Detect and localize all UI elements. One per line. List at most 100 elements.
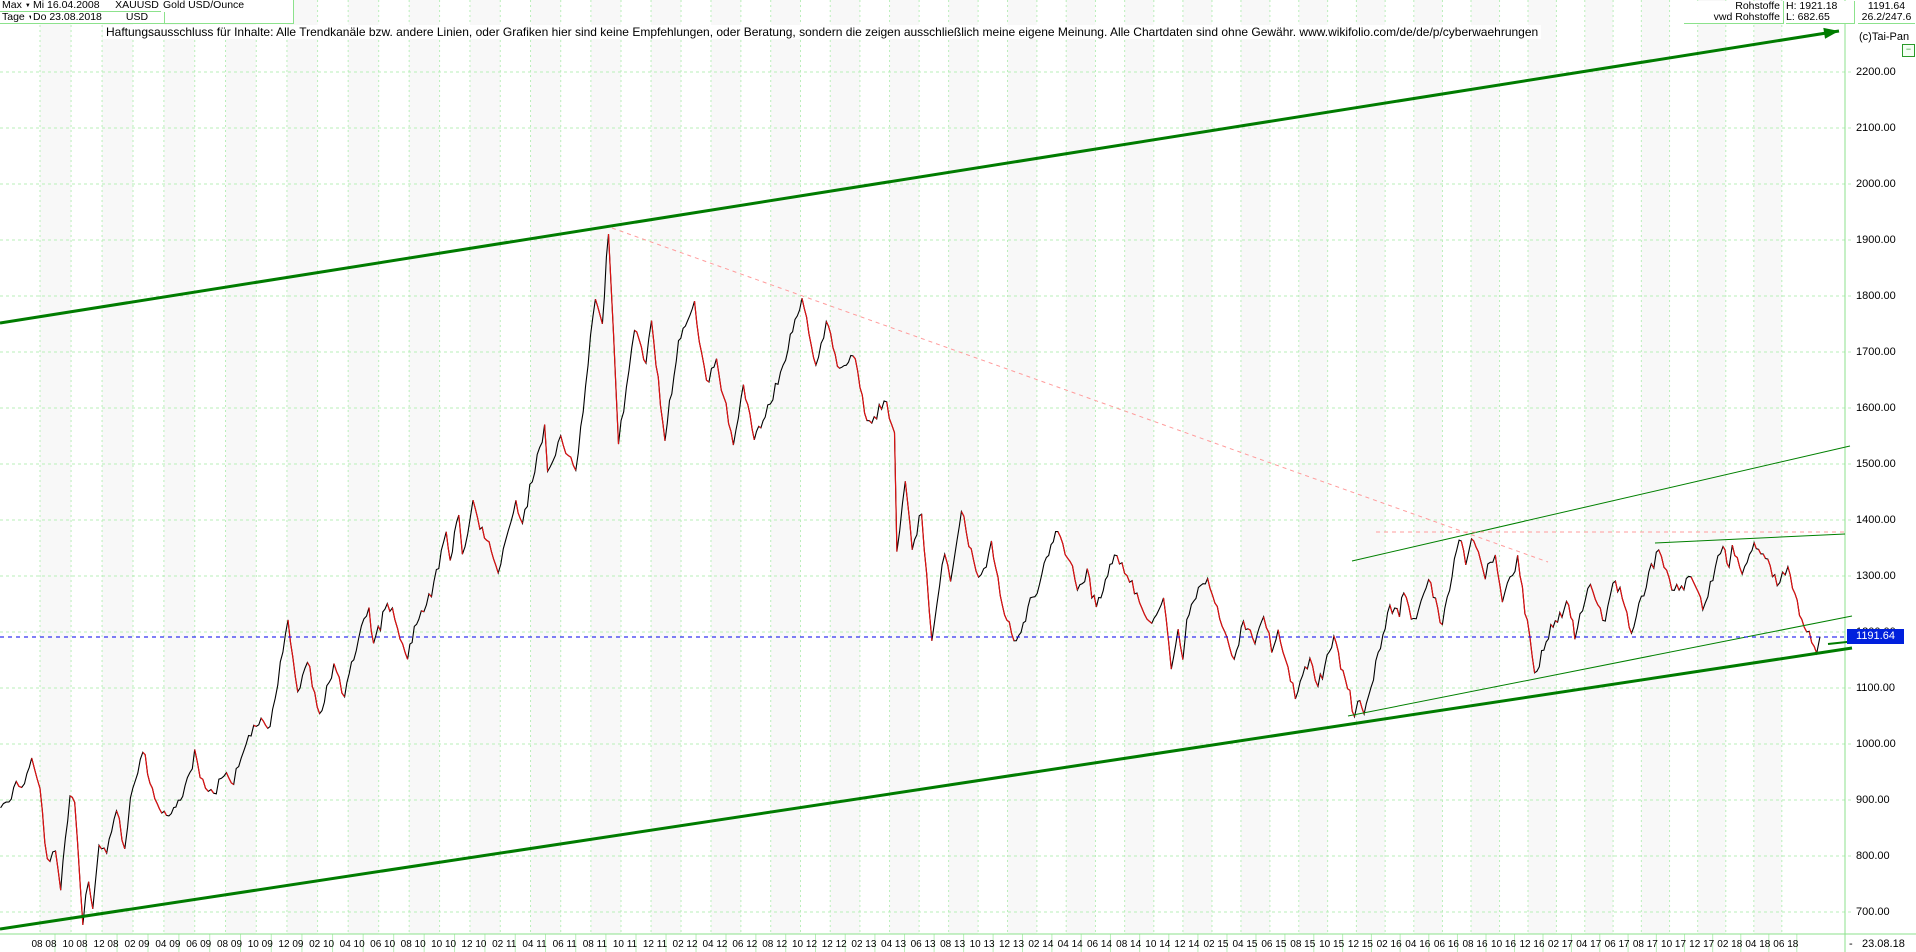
arrowhead-icon [1823, 27, 1839, 39]
x-axis-label: 10 16 [1491, 939, 1517, 950]
y-axis-label: 2200.00 [1856, 65, 1896, 78]
x-axis-label: 10 13 [969, 939, 995, 950]
background-band [1528, 0, 1557, 934]
x-axis-label: 02 15 [1203, 939, 1229, 950]
x-axis-label: 12 17 [1689, 939, 1715, 950]
support-trendline-b [1347, 615, 1853, 717]
instrument-title: Gold USD/Ounce [161, 0, 294, 24]
y-axis-label: 1800.00 [1856, 289, 1896, 302]
range-dropdown[interactable]: Max ▼ [0, 0, 35, 12]
x-axis-label: 04 10 [339, 939, 365, 950]
y-axis-label: 1100.00 [1856, 681, 1895, 694]
y-axis-label: 2100.00 [1856, 121, 1896, 134]
background-band [1124, 0, 1154, 934]
background-band [830, 0, 860, 934]
y-axis-label: 700.00 [1856, 905, 1890, 918]
y-axis-label: 1000.00 [1856, 737, 1896, 750]
x-axis-label: 10 10 [431, 939, 457, 950]
x-axis-label: 08 15 [1290, 939, 1316, 950]
x-axis-label: 02 17 [1547, 939, 1573, 950]
background-band [1066, 0, 1096, 934]
footer-dash: - [1849, 938, 1853, 950]
background-band [102, 0, 134, 934]
x-axis-label: 08 17 [1632, 939, 1658, 950]
x-axis-label: 08 08 [31, 939, 57, 950]
x-axis-label: 06 18 [1773, 939, 1799, 950]
x-axis-label: 10 09 [247, 939, 273, 950]
x-axis-label: 02 10 [309, 939, 335, 950]
symbol: XAUUSD [110, 0, 165, 12]
upper-channel-line [0, 29, 1840, 325]
background-band [1182, 0, 1212, 934]
background-band [651, 0, 682, 934]
y-axis-label: 1900.00 [1856, 233, 1896, 246]
x-axis-label: 08 11 [582, 939, 608, 950]
x-axis-label: 02 16 [1376, 939, 1402, 950]
x-axis-label: 08 12 [762, 939, 788, 950]
range-stat: 26.2/247.6 [1858, 12, 1915, 24]
x-axis-label: 04 11 [522, 939, 547, 950]
chevron-down-icon: ▼ [24, 3, 31, 9]
range-value: Max [2, 0, 22, 11]
x-axis-label: 12 16 [1519, 939, 1545, 950]
x-axis-label: 06 16 [1433, 939, 1459, 950]
background-band [1356, 0, 1386, 934]
x-axis-label: 12 10 [461, 939, 487, 950]
current-price-badge: 1191.64 [1847, 629, 1904, 644]
y-axis-label: 1600.00 [1856, 401, 1896, 414]
x-axis-label: 02 12 [672, 939, 698, 950]
lower-channel-line [0, 646, 1853, 931]
x-axis-label: 10 08 [62, 939, 88, 950]
period-dropdown[interactable]: Tage▼ [0, 12, 35, 24]
minimize-icon[interactable]: − [1902, 44, 1915, 57]
x-axis-label: 02 09 [124, 939, 150, 950]
background-band [286, 0, 318, 934]
y-axis-label: 1400.00 [1856, 513, 1896, 526]
x-axis-label: 12 11 [642, 939, 668, 950]
copyright-label: (c)Tai-Pan [1859, 31, 1910, 43]
last-price: 1191.64 [1858, 1, 1915, 12]
x-axis-label: 06 14 [1086, 939, 1112, 950]
period-value: Tage [2, 12, 25, 23]
x-axis-label: 02 13 [851, 939, 877, 950]
background-band [163, 0, 195, 934]
x-axis-label: 02 11 [492, 939, 517, 950]
feed-name: vwd Rohstoffe [1684, 12, 1784, 24]
x-axis-label: 06 09 [186, 939, 212, 950]
high-value: H: 1921.18 [1786, 1, 1855, 12]
x-axis-label: 10 12 [791, 939, 818, 950]
minor-trendline [1654, 533, 1846, 544]
support-trendline-a [1351, 445, 1851, 562]
downtrend-from-2011-peak [611, 227, 1549, 563]
x-axis-label: 06 13 [910, 939, 936, 950]
x-axis-label: 12 12 [821, 939, 847, 950]
background-band [889, 0, 920, 934]
x-axis-label: 08 13 [940, 939, 966, 950]
background-band [770, 0, 801, 934]
x-axis-label: 04 16 [1405, 939, 1431, 950]
x-axis-label: 04 13 [881, 939, 907, 950]
x-axis-label: 08 16 [1462, 939, 1488, 950]
background-band [1641, 0, 1670, 934]
y-axis-label: 900.00 [1856, 793, 1890, 806]
x-axis-label: 04 15 [1232, 939, 1258, 950]
x-axis-label: 12 15 [1347, 939, 1373, 950]
background-band [1298, 0, 1328, 934]
background-band [409, 0, 440, 934]
y-axis-label: 1500.00 [1856, 457, 1896, 470]
background-band [348, 0, 379, 934]
background-band [469, 0, 501, 934]
y-axis-label: 1300.00 [1856, 569, 1896, 582]
x-axis-label: 12 09 [278, 939, 304, 950]
start-date: Mi 16.04.2008 [31, 0, 114, 12]
x-axis-label: 04 12 [702, 939, 728, 950]
background-band [710, 0, 741, 934]
x-axis-label: 02 18 [1717, 939, 1743, 950]
x-axis-label: 10 17 [1661, 939, 1687, 950]
background-band [948, 0, 979, 934]
y-axis-label: 800.00 [1856, 849, 1890, 862]
x-axis-label: 12 13 [999, 939, 1025, 950]
x-axis-label: 04 17 [1576, 939, 1602, 950]
